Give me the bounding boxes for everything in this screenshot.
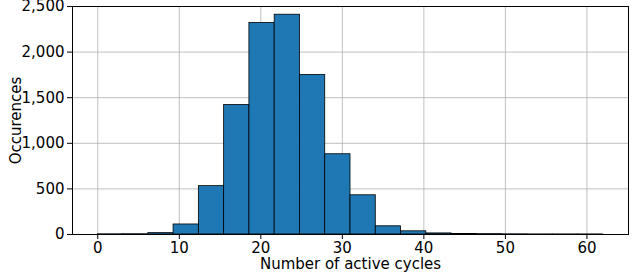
svg-text:2,500: 2,500 xyxy=(22,0,65,15)
svg-text:60: 60 xyxy=(577,239,596,257)
svg-text:30: 30 xyxy=(332,239,352,258)
svg-text:500: 500 xyxy=(36,180,65,198)
svg-text:0: 0 xyxy=(93,239,103,257)
svg-text:20: 20 xyxy=(251,239,271,258)
svg-text:1,500: 1,500 xyxy=(22,89,65,107)
svg-text:40: 40 xyxy=(414,239,434,258)
svg-text:2,000: 2,000 xyxy=(22,43,65,61)
svg-text:0: 0 xyxy=(55,225,65,243)
svg-text:10: 10 xyxy=(170,239,189,257)
svg-text:Number of active cycles: Number of active cycles xyxy=(260,255,441,273)
svg-text:Occurences: Occurences xyxy=(7,76,25,164)
svg-text:1,000: 1,000 xyxy=(22,134,65,152)
svg-text:50: 50 xyxy=(496,239,515,257)
